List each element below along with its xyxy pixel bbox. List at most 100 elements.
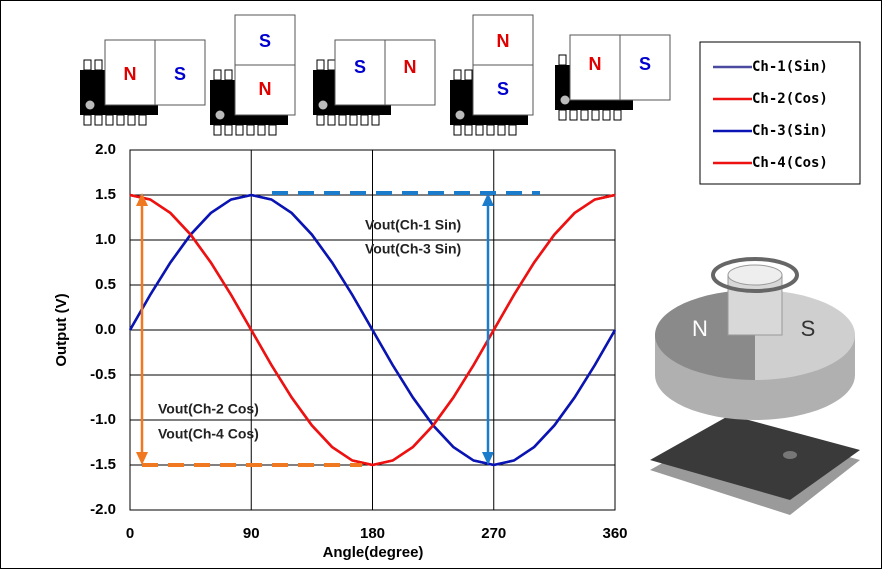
- chip-pin: [116, 114, 125, 126]
- arrow-head: [482, 452, 494, 465]
- chip-pin: [327, 59, 336, 71]
- magnet-pole: [472, 14, 534, 66]
- rotor-illustration: N S: [650, 257, 860, 515]
- annotation: Vout(Ch-2 Cos): [158, 401, 259, 417]
- magnet-pole: [104, 39, 156, 106]
- chip-pin: [591, 109, 600, 121]
- chip-pin: [602, 109, 611, 121]
- magnet-pole: [334, 39, 386, 106]
- x-tick-label: 360: [602, 525, 627, 542]
- chip-pin: [558, 54, 567, 66]
- annotation: Vout(Ch-3 Sin): [365, 241, 461, 257]
- chip-pin: [486, 124, 495, 136]
- x-tick-label: 180: [360, 525, 385, 542]
- x-tick-label: 270: [481, 525, 506, 542]
- chip-pin: [83, 114, 92, 126]
- y-tick-label: -1.0: [90, 411, 116, 428]
- chip-dot: [215, 110, 225, 120]
- y-axis-label: Output (V): [53, 293, 70, 366]
- chip-dot: [560, 95, 570, 105]
- chip-pin: [360, 114, 369, 126]
- y-tick-label: -1.5: [90, 456, 116, 473]
- magnet-pole: [619, 34, 671, 101]
- chip-pin: [327, 114, 336, 126]
- y-tick-label: -2.0: [90, 501, 116, 518]
- chip-dot: [85, 100, 95, 110]
- pole-label: N: [497, 31, 510, 51]
- magnet: N S: [569, 34, 671, 101]
- annotation: Vout(Ch-4 Cos): [158, 426, 259, 442]
- chip-pin: [235, 124, 244, 136]
- magnet-pole: [234, 14, 296, 66]
- chip-pin: [316, 114, 325, 126]
- pole-label: S: [259, 31, 271, 51]
- chip-pin: [257, 124, 266, 136]
- chip-pin: [453, 124, 462, 136]
- legend-box: [699, 41, 861, 185]
- legend-label: Ch-3(Sin): [752, 123, 828, 139]
- chip-pin: [94, 114, 103, 126]
- x-tick-label: 0: [126, 525, 134, 542]
- chip-pin: [213, 124, 222, 136]
- chip-pin: [83, 59, 92, 71]
- y-tick-label: 0.5: [95, 276, 116, 293]
- chip-dot: [318, 100, 328, 110]
- magnet-pole: [234, 64, 296, 116]
- annotations: Vout(Ch-1 Sin) Vout(Ch-3 Sin) Vout(Ch-2 …: [136, 191, 540, 467]
- magnet: S N: [334, 39, 436, 106]
- legend: Ch-1(Sin) Ch-2(Cos) Ch-3(Sin) Ch-4(Cos): [713, 59, 828, 171]
- legend-label: Ch-1(Sin): [752, 59, 828, 75]
- pole-label: N: [124, 64, 137, 84]
- chip-pin: [349, 114, 358, 126]
- y-tick-label: 1.5: [95, 186, 116, 203]
- chip-pin: [464, 69, 473, 81]
- chip-pin: [475, 124, 484, 136]
- magnet-pole: [154, 39, 206, 106]
- magnet-pole: [472, 64, 534, 116]
- arrow-head: [136, 193, 148, 206]
- chip-pin: [613, 109, 622, 121]
- rotor-pole: S: [801, 316, 816, 341]
- chip-pin: [371, 114, 380, 126]
- y-tick-label: 0.0: [95, 321, 116, 338]
- legend-label: Ch-2(Cos): [752, 91, 828, 107]
- chip-pin: [268, 124, 277, 136]
- pole-label: N: [589, 54, 602, 74]
- chip-pin: [316, 59, 325, 71]
- rotor-pole: N: [692, 316, 708, 341]
- chip-pin: [246, 124, 255, 136]
- annotation: Vout(Ch-1 Sin): [365, 217, 461, 233]
- arrow-head: [136, 452, 148, 465]
- chip-pin: [127, 114, 136, 126]
- chip-pin: [224, 69, 233, 81]
- pole-label: S: [354, 57, 366, 77]
- chip-pin: [569, 109, 578, 121]
- arrow-head: [482, 193, 494, 206]
- y-tick-label: -0.5: [90, 366, 116, 383]
- pole-label: S: [174, 64, 186, 84]
- y-tick-label: 1.0: [95, 231, 116, 248]
- pole-label: N: [404, 57, 417, 77]
- chip-dot: [455, 110, 465, 120]
- magnet: N S: [472, 14, 534, 116]
- chip-pin: [338, 114, 347, 126]
- sensor-chip-top: [650, 415, 860, 500]
- magnet: S N: [234, 14, 296, 116]
- chip-pin: [464, 124, 473, 136]
- x-axis-label: Angle(degree): [323, 544, 424, 561]
- chip-pin: [508, 124, 517, 136]
- chip-pin: [138, 114, 147, 126]
- shaft-top: [727, 264, 783, 286]
- series-line: [128, 193, 617, 467]
- chip-pin: [558, 109, 567, 121]
- magnet-pole: [384, 39, 436, 106]
- chip-pin: [580, 109, 589, 121]
- chip-pin: [105, 114, 114, 126]
- chip-pin: [213, 69, 222, 81]
- chip-pin: [224, 124, 233, 136]
- x-tick-label: 90: [243, 525, 260, 542]
- series-line: [129, 193, 616, 467]
- chip-pin: [497, 124, 506, 136]
- pole-label: S: [639, 54, 651, 74]
